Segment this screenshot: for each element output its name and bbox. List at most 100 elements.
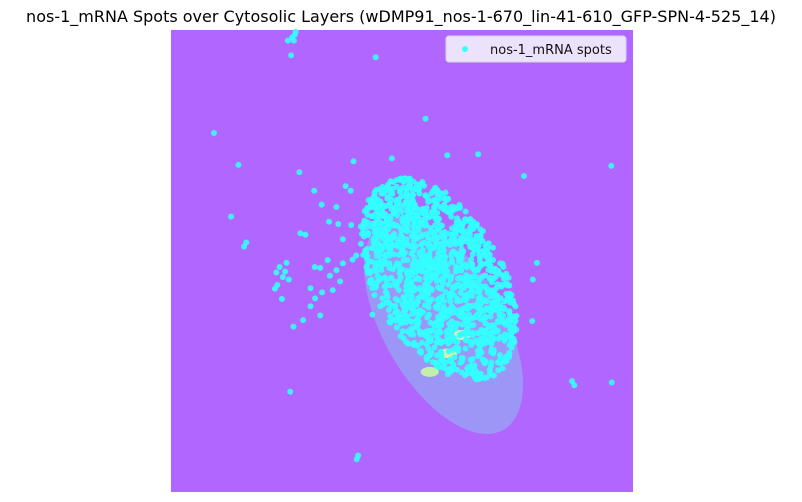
spot-point: [287, 388, 294, 395]
spot-point: [387, 238, 394, 245]
spot-point: [461, 284, 468, 291]
spot-point: [441, 228, 448, 235]
spot-point: [279, 274, 286, 281]
spot-point: [373, 268, 380, 275]
spot-point: [483, 306, 490, 313]
spot-point: [463, 336, 470, 343]
spot-point: [490, 289, 497, 296]
spot-point: [427, 352, 434, 359]
spot-point: [457, 204, 464, 211]
spot-point: [445, 209, 452, 216]
spot-point: [404, 213, 411, 220]
spot-point: [400, 257, 407, 264]
spot-point: [383, 277, 390, 284]
spot-point: [342, 183, 349, 190]
spot-point: [508, 344, 515, 351]
spot-point: [433, 238, 440, 245]
spot-point: [477, 341, 484, 348]
spot-point: [326, 218, 333, 225]
spot-point: [285, 276, 292, 283]
spot-point: [292, 28, 299, 35]
spot-point: [475, 351, 482, 358]
spot-point: [475, 151, 482, 158]
spot-point: [271, 285, 278, 292]
spot-point: [416, 249, 423, 256]
spot-point: [381, 260, 388, 267]
spot-point: [347, 187, 354, 194]
spot-point: [427, 236, 434, 243]
spot-point: [319, 289, 326, 296]
spot-point: [411, 205, 418, 212]
spot-point: [395, 241, 402, 248]
spot-point: [423, 341, 430, 348]
spot-point: [394, 260, 401, 267]
spot-point: [393, 207, 400, 214]
spot-point: [484, 244, 491, 251]
spot-point: [273, 269, 280, 276]
spot-point: [469, 339, 476, 346]
spot-point: [371, 195, 378, 202]
spot-point: [397, 232, 404, 239]
spot-point: [348, 221, 355, 228]
spot-point: [513, 312, 520, 319]
spot-point: [477, 310, 484, 317]
spot-point: [468, 368, 475, 375]
spot-point: [529, 276, 536, 283]
spot-point: [329, 287, 336, 294]
spot-point: [481, 360, 488, 367]
spot-point: [462, 236, 469, 243]
spot-point: [467, 356, 474, 363]
spot-point: [442, 289, 449, 296]
spot-point: [506, 282, 513, 289]
spot-point: [433, 352, 440, 359]
spot-point: [410, 331, 417, 338]
spot-point: [451, 336, 458, 343]
spot-point: [386, 262, 393, 269]
spot-point: [462, 345, 469, 352]
spot-point: [414, 324, 421, 331]
spot-point: [419, 206, 426, 213]
spot-point: [470, 322, 477, 329]
spot-point: [495, 335, 502, 342]
spot-point: [467, 238, 474, 245]
spot-point: [440, 265, 447, 272]
spot-point: [337, 278, 344, 285]
spot-point: [467, 289, 474, 296]
spot-point: [284, 37, 291, 44]
spot-point: [444, 261, 451, 268]
spot-point: [382, 288, 389, 295]
spot-point: [505, 333, 512, 340]
spot-point: [445, 337, 452, 344]
spot-point: [441, 365, 448, 372]
spot-point: [282, 268, 289, 275]
spot-point: [472, 302, 479, 309]
spot-point: [529, 318, 536, 325]
spot-point: [427, 245, 434, 252]
spot-point: [370, 239, 377, 246]
spot-point: [365, 229, 372, 236]
spot-point: [434, 209, 441, 216]
spot-point: [488, 372, 495, 379]
spot-point: [409, 311, 416, 318]
spot-point: [406, 175, 413, 182]
spot-point: [433, 197, 440, 204]
spot-point: [399, 216, 406, 223]
spot-point: [488, 349, 495, 356]
spot-point: [436, 316, 443, 323]
spot-point: [477, 283, 484, 290]
spot-point: [414, 342, 421, 349]
spot-point: [482, 320, 489, 327]
spot-point: [475, 330, 482, 337]
spot-point: [486, 276, 493, 283]
spot-point: [426, 250, 433, 257]
spot-point: [475, 277, 482, 284]
spot-point: [488, 359, 495, 366]
spot-point: [380, 220, 387, 227]
spot-point: [489, 244, 496, 251]
spot-point: [494, 327, 501, 334]
spot-point: [450, 203, 457, 210]
spot-point: [453, 366, 460, 373]
spot-point: [461, 372, 468, 379]
spot-point: [395, 297, 402, 304]
spot-point: [435, 284, 442, 291]
